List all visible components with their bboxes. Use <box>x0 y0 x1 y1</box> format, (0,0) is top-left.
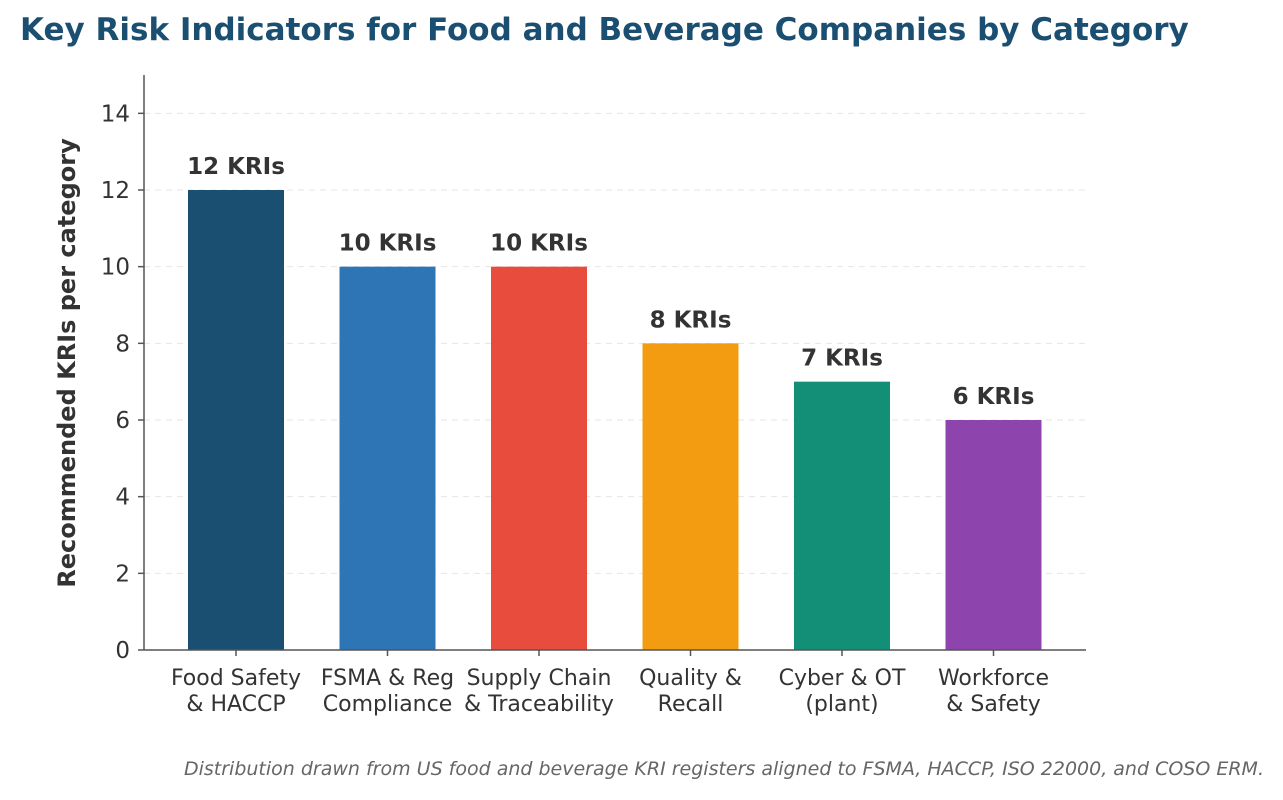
bar-value-label: 6 KRIs <box>953 384 1035 410</box>
x-tick-label: Workforce & Safety <box>938 666 1049 717</box>
x-tick-label: Cyber & OT (plant) <box>779 666 906 717</box>
y-tick-label: 6 <box>115 408 130 434</box>
bar-value-label: 8 KRIs <box>650 307 732 333</box>
y-tick-label: 4 <box>115 485 130 511</box>
bars <box>188 190 1042 650</box>
bar <box>642 343 739 650</box>
y-tick-label: 10 <box>101 255 130 281</box>
y-tick-label: 0 <box>115 638 130 664</box>
x-tick-label: Supply Chain & Traceability <box>464 666 614 717</box>
y-tick-label: 14 <box>101 101 130 127</box>
x-tick-labels: Food Safety & HACCP FSMA & Reg ComplianceSu… <box>171 666 1049 717</box>
chart-title: Key Risk Indicators for Food and Beverag… <box>20 12 1189 48</box>
y-tick-label: 12 <box>101 178 130 204</box>
bar <box>491 266 587 650</box>
gridlines <box>144 112 1086 574</box>
bar-value-label: 10 KRIs <box>339 231 437 257</box>
x-tick-label: FSMA & Reg Compliance <box>321 666 454 717</box>
bar <box>794 381 890 650</box>
x-tick-label: Food Safety & HACCP <box>171 666 301 717</box>
bar-value-label: 12 KRIs <box>187 154 285 180</box>
y-tick-label: 2 <box>115 561 130 587</box>
x-tick-label: Quality & Recall <box>639 666 742 717</box>
y-axis-title: Recommended KRIs per category <box>53 138 81 588</box>
bar-value-label: 7 KRIs <box>801 346 883 372</box>
y-tick-labels: 0 2 4 6 8 10 12 14 <box>101 101 130 664</box>
bar <box>945 420 1042 650</box>
footnote: Distribution drawn from US food and beve… <box>183 758 1264 780</box>
bar-value-labels: 12 KRIs 10 KRIs 10 KRIs 8 KRIs 7 KRIs 6 KRIs <box>187 154 1034 410</box>
bar-value-label: 10 KRIs <box>490 231 588 257</box>
bar <box>339 266 436 650</box>
bar <box>188 190 284 650</box>
y-tick-label: 8 <box>115 331 130 357</box>
axes <box>138 75 1086 656</box>
